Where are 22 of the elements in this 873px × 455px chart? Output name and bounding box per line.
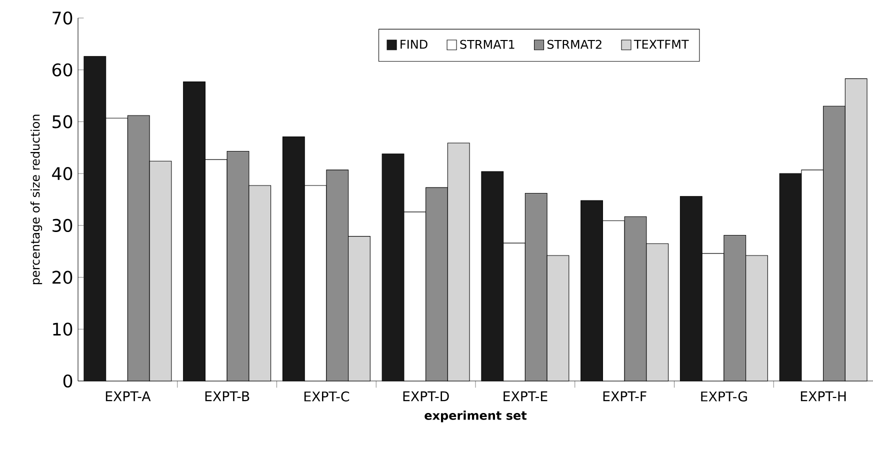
y-tick-label: 20 xyxy=(52,270,72,284)
x-tick-label: EXPT-C xyxy=(304,391,350,402)
x-tick-label: EXPT-H xyxy=(800,391,846,402)
x-tick-label: EXPT-F xyxy=(603,391,646,402)
x-tick-label: EXPT-B xyxy=(205,391,250,402)
x-tick-label: EXPT-D xyxy=(403,391,449,402)
y-tick-label: 0 xyxy=(63,374,72,388)
legend-label: TEXTFMT xyxy=(634,40,689,49)
y-tick-label: 60 xyxy=(52,63,72,76)
x-tick-label: EXPT-G xyxy=(701,391,747,402)
y-tick-label: 40 xyxy=(52,167,72,180)
y-tick-label: 10 xyxy=(53,322,72,336)
x-axis-title: experiment set xyxy=(424,410,527,422)
legend-label: STRMAT2 xyxy=(547,40,602,49)
y-tick-label: 70 xyxy=(52,11,72,25)
legend-label: STRMAT1 xyxy=(460,40,514,49)
legend-label: FIND xyxy=(400,40,428,49)
x-tick-label: EXPT-E xyxy=(504,391,548,402)
y-tick-label: 50 xyxy=(52,115,72,128)
x-tick-label: EXPT-A xyxy=(106,391,151,402)
y-tick-label: 30 xyxy=(52,218,72,232)
y-axis-title: percentage of size reduction xyxy=(30,114,42,284)
